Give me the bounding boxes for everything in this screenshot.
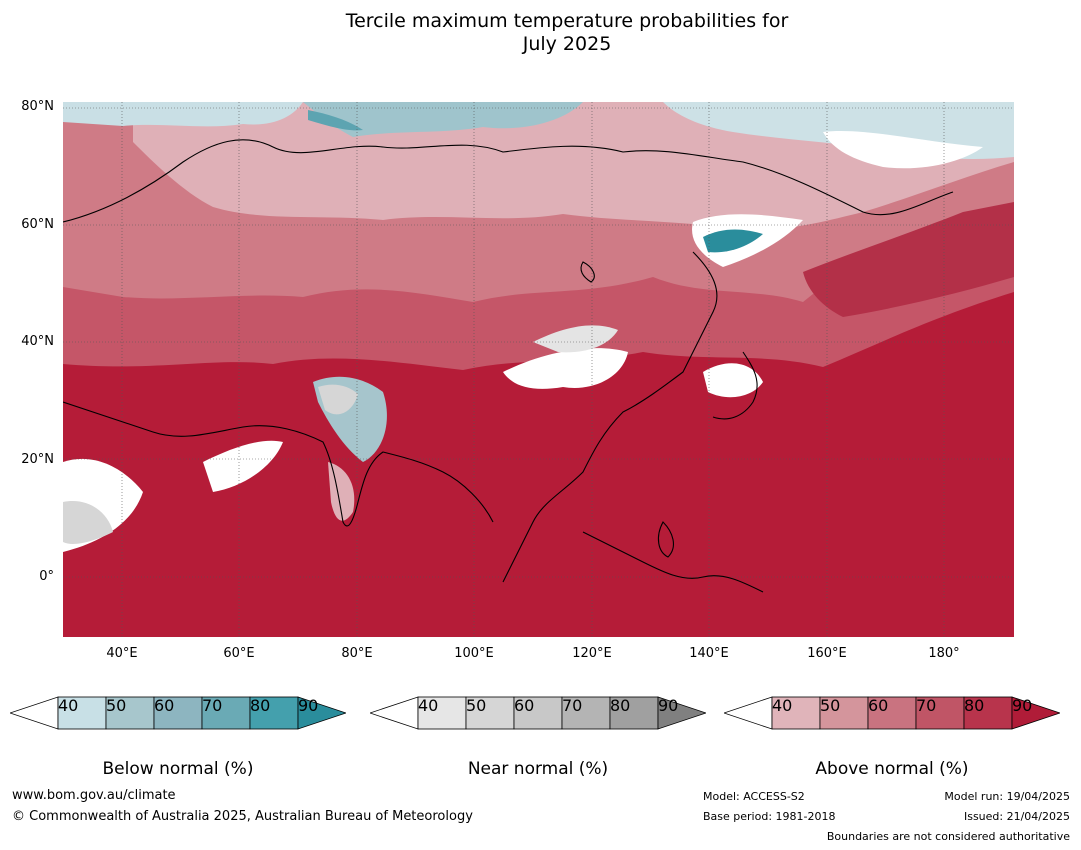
below-swatch-under-40 <box>10 696 59 730</box>
above-tick-80: 80 <box>964 696 985 715</box>
mongolia-near-normal <box>533 325 618 353</box>
near-tick-60: 60 <box>514 696 535 715</box>
below-normal-label: Below normal (%) <box>102 759 254 779</box>
probability-map <box>63 102 1014 637</box>
lat-label-40n: 40°N <box>21 334 54 349</box>
above-swatch-50-60 <box>819 696 869 730</box>
india-near-normal <box>318 384 358 415</box>
colorbar-below-normal <box>10 696 346 736</box>
near-swatch-80-90 <box>609 696 659 730</box>
japan-sea-neutral <box>703 363 763 398</box>
near-normal-label: Near normal (%) <box>467 759 609 779</box>
above-swatch-40-50 <box>771 696 821 730</box>
below-swatch-50-60 <box>105 696 155 730</box>
near-swatch-50-60 <box>465 696 515 730</box>
below-tick-40: 40 <box>58 696 79 715</box>
below-tick-50: 50 <box>106 696 127 715</box>
colorbar-below-swatches <box>10 696 346 730</box>
arctic-below-normal <box>63 102 303 127</box>
below-swatch-40-50 <box>57 696 107 730</box>
above-swatch-60-70 <box>867 696 917 730</box>
lon-label-180: 180° <box>928 646 960 661</box>
kara-sea-below-normal <box>303 102 583 137</box>
graticule <box>63 102 1014 637</box>
map-title: Tercile maximum temperature probabilitie… <box>0 10 1081 56</box>
copyright-text: © Commonwealth of Australia 2025, Austra… <box>12 809 473 824</box>
above-tick-50: 50 <box>820 696 841 715</box>
above-tick-60: 60 <box>868 696 889 715</box>
near-swatch-over-90 <box>657 696 706 730</box>
above-tick-90: 90 <box>1012 696 1033 715</box>
map-canvas <box>63 102 1014 637</box>
arabian-sea-neutral <box>203 440 283 492</box>
colorbar-near-swatches <box>370 696 706 730</box>
near-tick-90: 90 <box>658 696 679 715</box>
lat-label-80n: 80°N <box>21 99 54 114</box>
colorbar-near-normal <box>370 696 706 736</box>
above-tick-40: 40 <box>772 696 793 715</box>
lat-label-60n: 60°N <box>21 217 54 232</box>
below-tick-70: 70 <box>202 696 223 715</box>
below-tick-60: 60 <box>154 696 175 715</box>
issued-date: Issued: 21/04/2025 <box>963 810 1070 823</box>
east-siberian-neutral <box>823 130 983 169</box>
lon-label-120e: 120°E <box>572 646 612 661</box>
title-line-1: Tercile maximum temperature probabilitie… <box>345 10 789 32</box>
below-swatch-over-90 <box>297 696 346 730</box>
near-tick-80: 80 <box>610 696 631 715</box>
base-period: Base period: 1981-2018 <box>703 810 836 823</box>
model-run-date: Model run: 19/04/2025 <box>944 790 1070 803</box>
colorbar-above-normal <box>724 696 1060 736</box>
lon-label-160e: 160°E <box>807 646 847 661</box>
okhotsk-below-normal <box>703 229 763 253</box>
lon-label-140e: 140°E <box>689 646 729 661</box>
near-swatch-60-70 <box>513 696 563 730</box>
boundaries-disclaimer: Boundaries are not considered authoritat… <box>826 830 1070 843</box>
below-swatch-80-90 <box>249 696 299 730</box>
above-tick-70: 70 <box>916 696 937 715</box>
horn-near-normal <box>63 501 113 544</box>
above-swatch-80-90 <box>963 696 1013 730</box>
near-swatch-70-80 <box>561 696 611 730</box>
bom-url-link[interactable]: www.bom.gov.au/climate <box>12 788 176 803</box>
lon-label-40e: 40°E <box>106 646 138 661</box>
near-tick-40: 40 <box>418 696 439 715</box>
above-swatch-under-40 <box>724 696 773 730</box>
lat-label-0: 0° <box>39 569 54 584</box>
below-tick-90: 90 <box>298 696 319 715</box>
lat-label-20n: 20°N <box>21 452 54 467</box>
near-tick-50: 50 <box>466 696 487 715</box>
china-neutral <box>503 348 628 389</box>
colorbar-above-swatches <box>724 696 1060 730</box>
lon-label-100e: 100°E <box>454 646 494 661</box>
near-swatch-40-50 <box>417 696 467 730</box>
near-swatch-under-40 <box>370 696 419 730</box>
title-line-2: July 2025 <box>522 33 612 55</box>
above-normal-label: Above normal (%) <box>815 759 969 779</box>
model-name: Model: ACCESS-S2 <box>703 790 805 803</box>
bering-high <box>803 202 1014 317</box>
lon-label-80e: 80°E <box>341 646 373 661</box>
above-swatch-over-90 <box>1011 696 1060 730</box>
near-tick-70: 70 <box>562 696 583 715</box>
kara-sea-strong-below <box>308 110 363 131</box>
lon-label-60e: 60°E <box>223 646 255 661</box>
coastlines <box>63 139 954 593</box>
below-swatch-60-70 <box>153 696 203 730</box>
below-tick-80: 80 <box>250 696 271 715</box>
